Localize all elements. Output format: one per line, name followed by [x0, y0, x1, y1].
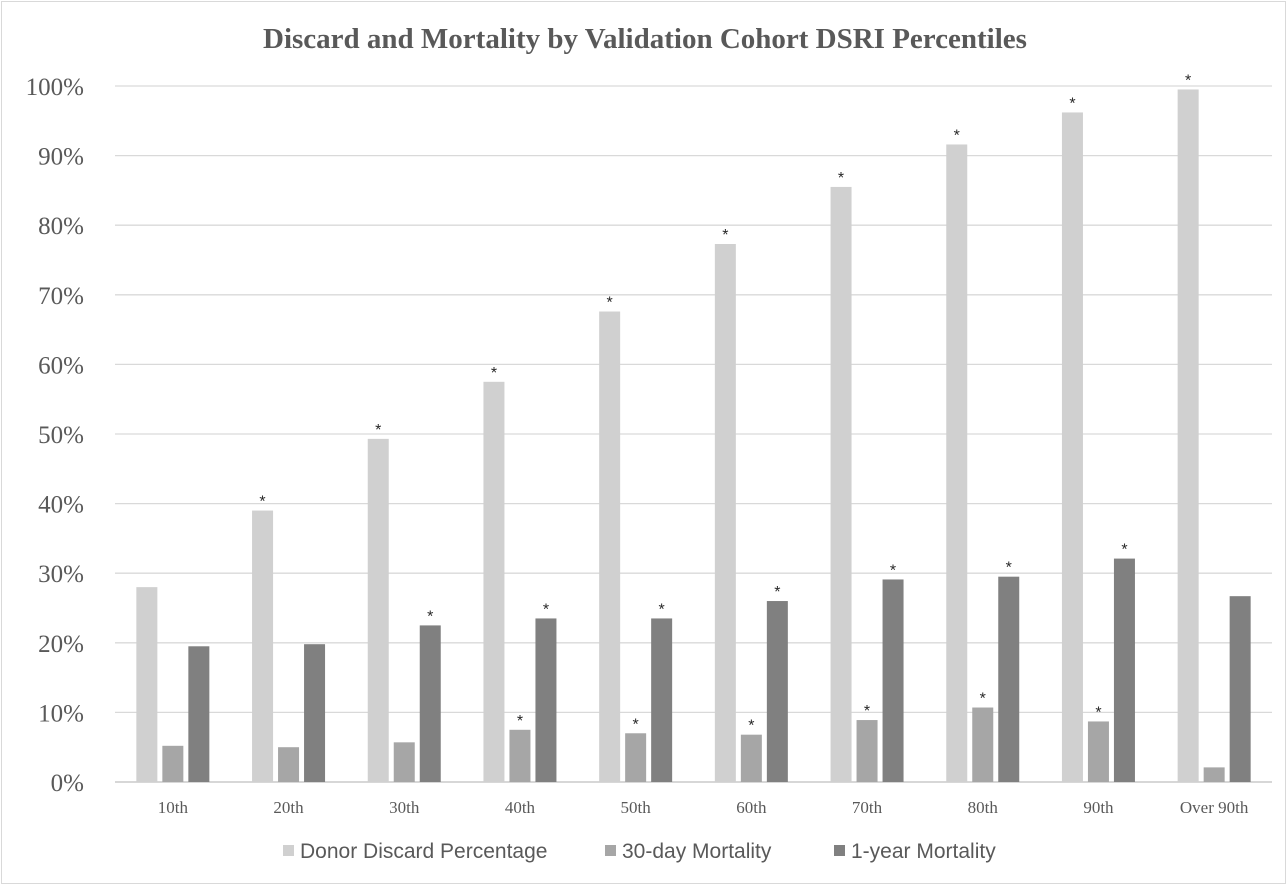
bar: [972, 707, 994, 782]
significance-marker: *: [1069, 95, 1075, 112]
y-tick-label: 0%: [51, 770, 84, 797]
significance-marker: *: [259, 494, 265, 511]
bar: [252, 510, 274, 782]
significance-marker: *: [980, 691, 986, 708]
bar: [304, 644, 326, 782]
bar: [625, 733, 647, 782]
y-tick-label: 20%: [38, 631, 84, 658]
bar: [278, 747, 300, 782]
y-tick-label: 90%: [38, 144, 84, 171]
y-axis-ticks: 0% 10% 20% 30% 40% 50% 60% 70% 80% 90% 100%: [26, 74, 84, 797]
y-tick-label: 30%: [38, 561, 84, 588]
significance-marker: *: [543, 601, 549, 618]
y-tick-label: 80%: [38, 213, 84, 240]
significance-marker: *: [1185, 72, 1191, 89]
bar: [188, 646, 210, 782]
chart-title: Discard and Mortality by Validation Coho…: [263, 23, 1027, 55]
bar: [1229, 596, 1251, 782]
x-tick-label: 50th: [621, 798, 652, 817]
bar: [136, 587, 158, 782]
significance-markers: * * * * * * * * * * * * * * * * * * * * * *: [259, 72, 1191, 734]
bar: [419, 625, 441, 782]
x-tick-label: 80th: [968, 798, 999, 817]
legend-label: 30-day Mortality: [622, 840, 772, 863]
significance-marker: *: [1006, 560, 1012, 577]
significance-marker: *: [890, 562, 896, 579]
significance-marker: *: [838, 170, 844, 187]
significance-marker: *: [774, 584, 780, 601]
significance-marker: *: [375, 422, 381, 439]
gridlines: [115, 85, 1272, 783]
y-tick-label: 10%: [38, 700, 84, 727]
y-tick-label: 40%: [38, 492, 84, 519]
significance-marker: *: [659, 601, 665, 618]
legend: Donor Discard Percentage 30-day Mortality…: [283, 840, 996, 863]
bar: [393, 742, 415, 782]
y-tick-label: 100%: [26, 74, 84, 101]
legend-item: 1-year Mortality: [834, 840, 996, 863]
bar: [1177, 89, 1199, 783]
bar: [740, 734, 762, 782]
bar: [483, 381, 505, 782]
significance-marker: *: [748, 718, 754, 735]
bars: [136, 89, 1251, 783]
bar: [1203, 767, 1225, 782]
significance-marker: *: [954, 127, 960, 144]
y-tick-label: 60%: [38, 352, 84, 379]
bar: [766, 601, 788, 782]
bar: [1113, 558, 1135, 782]
bar: [946, 144, 968, 783]
significance-marker: *: [1121, 542, 1127, 559]
significance-marker: *: [633, 716, 639, 733]
bar: [856, 720, 878, 782]
significance-marker: *: [491, 365, 497, 382]
significance-marker: *: [864, 703, 870, 720]
significance-marker: *: [427, 608, 433, 625]
legend-label: 1-year Mortality: [851, 840, 996, 863]
y-tick-label: 50%: [38, 422, 84, 449]
x-tick-label: Over 90th: [1180, 798, 1249, 817]
bar: [714, 243, 736, 782]
bar: [367, 438, 389, 782]
bar: [162, 745, 184, 782]
bar: [599, 311, 621, 782]
x-tick-label: 60th: [736, 798, 767, 817]
x-axis-ticks: 10th 20th 30th 40th 50th 60th 70th 80th 90th Over…: [158, 798, 1249, 817]
legend-swatch: [283, 845, 294, 856]
legend-item: Donor Discard Percentage: [283, 840, 547, 863]
bar: [509, 729, 531, 782]
significance-marker: *: [517, 713, 523, 730]
x-tick-label: 70th: [852, 798, 883, 817]
bar: [535, 618, 557, 782]
y-tick-label: 70%: [38, 283, 84, 310]
legend-swatch: [605, 845, 616, 856]
x-tick-label: 10th: [158, 798, 189, 817]
x-tick-label: 90th: [1083, 798, 1114, 817]
bar: [882, 579, 904, 782]
x-tick-label: 20th: [273, 798, 304, 817]
bar: [1087, 721, 1109, 782]
bar: [1061, 112, 1083, 782]
bar: [998, 576, 1020, 782]
x-tick-label: 40th: [505, 798, 536, 817]
bar: [830, 186, 852, 783]
legend-item: 30-day Mortality: [605, 840, 772, 863]
significance-marker: *: [1095, 704, 1101, 721]
significance-marker: *: [722, 227, 728, 244]
legend-swatch: [834, 845, 845, 856]
x-tick-label: 30th: [389, 798, 420, 817]
bar: [651, 618, 673, 782]
legend-label: Donor Discard Percentage: [300, 840, 547, 863]
significance-marker: *: [607, 295, 613, 312]
